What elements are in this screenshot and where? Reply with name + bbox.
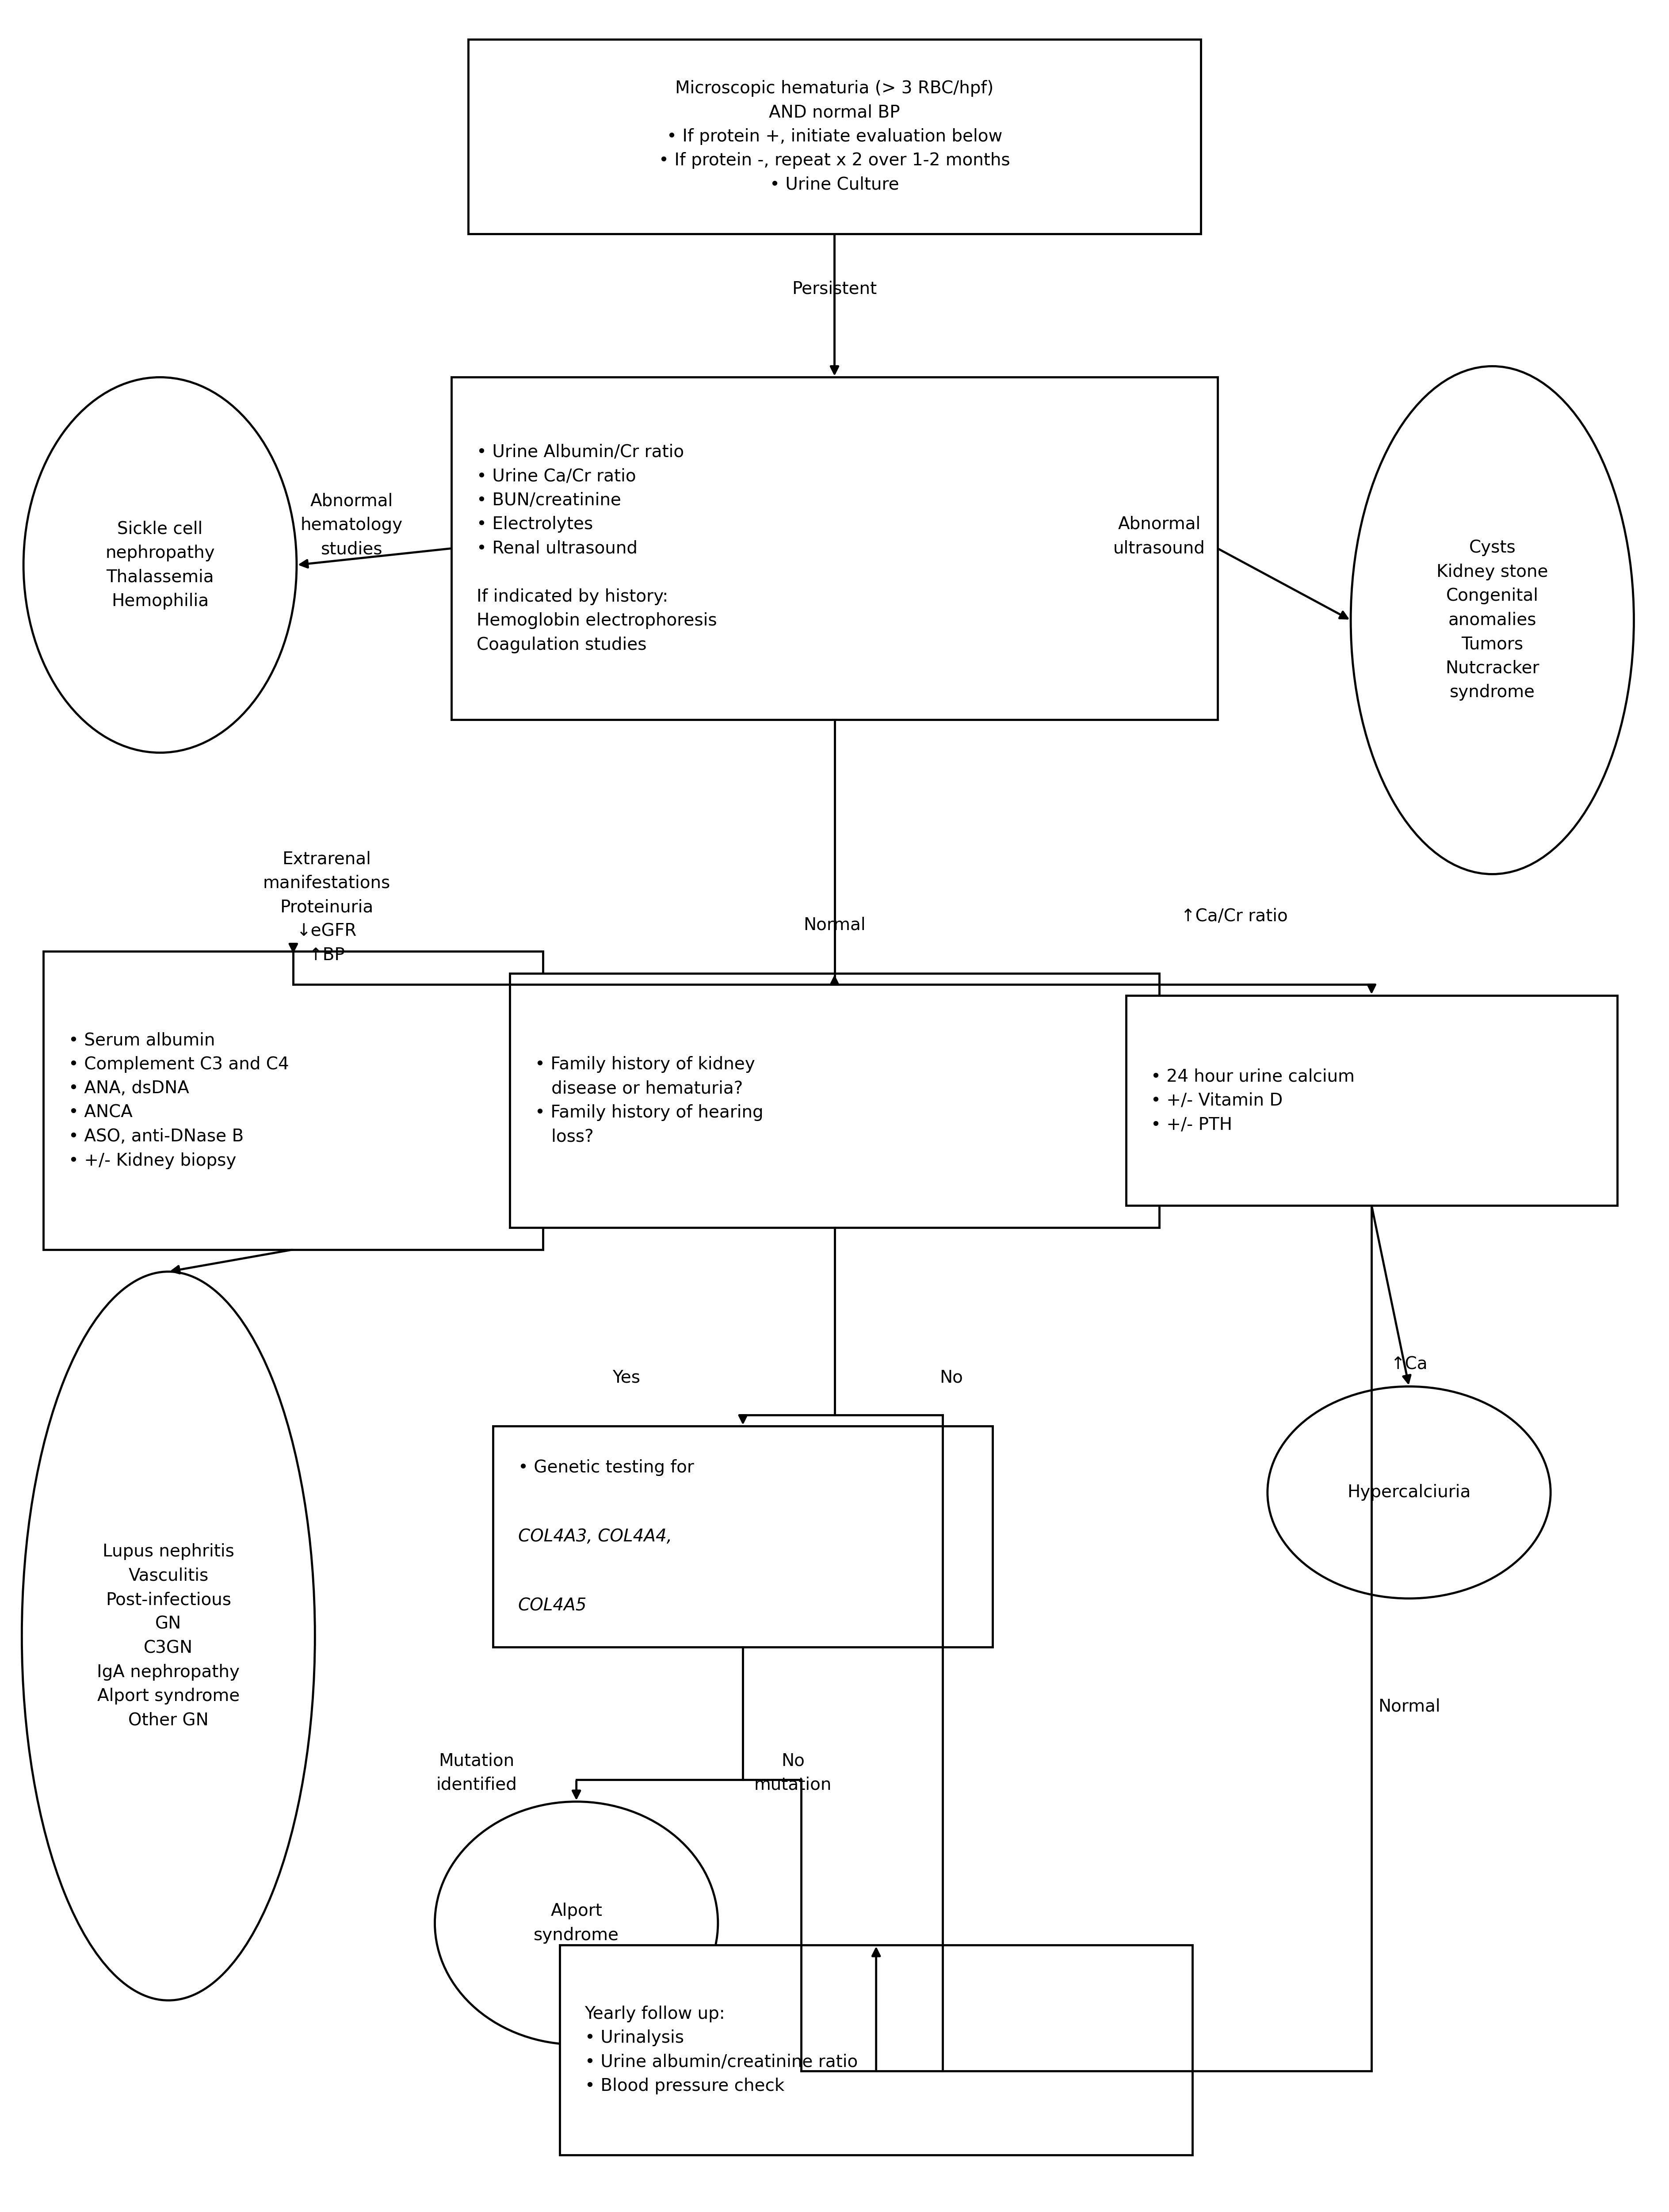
Ellipse shape	[436, 1801, 718, 2044]
FancyBboxPatch shape	[1127, 995, 1617, 1206]
Text: COL4A5: COL4A5	[517, 1597, 587, 1615]
Text: Sickle cell
nephropathy
Thalassemia
Hemophilia: Sickle cell nephropathy Thalassemia Hemo…	[105, 520, 215, 611]
Text: Abnormal
ultrasound: Abnormal ultrasound	[1113, 515, 1205, 557]
Text: • 24 hour urine calcium
• +/- Vitamin D
• +/- PTH: • 24 hour urine calcium • +/- Vitamin D …	[1152, 1068, 1355, 1133]
Text: Extrarenal
manifestations
Proteinuria
↓eGFR
↑BP: Extrarenal manifestations Proteinuria ↓e…	[262, 852, 391, 964]
Text: ↑Ca/Cr ratio: ↑Ca/Cr ratio	[1180, 907, 1287, 925]
FancyBboxPatch shape	[452, 378, 1217, 719]
Ellipse shape	[1350, 367, 1634, 874]
Ellipse shape	[22, 1272, 315, 2000]
Text: • Family history of kidney
   disease or hematuria?
• Family history of hearing
: • Family history of kidney disease or he…	[534, 1055, 763, 1146]
Text: Microscopic hematuria (> 3 RBC/hpf)
AND normal BP
• If protein +, initiate evalu: Microscopic hematuria (> 3 RBC/hpf) AND …	[659, 80, 1010, 192]
Text: Yes: Yes	[613, 1369, 641, 1387]
Text: Persistent: Persistent	[793, 281, 876, 296]
Text: Normal: Normal	[1379, 1699, 1440, 1714]
Text: Hypercalciuria: Hypercalciuria	[1347, 1484, 1470, 1502]
Text: Mutation
identified: Mutation identified	[436, 1752, 517, 1794]
FancyBboxPatch shape	[509, 973, 1160, 1228]
Text: • Serum albumin
• Complement C3 and C4
• ANA, dsDNA
• ANCA
• ASO, anti-DNase B
•: • Serum albumin • Complement C3 and C4 •…	[68, 1031, 289, 1170]
Text: Lupus nephritis
Vasculitis
Post-infectious
GN
C3GN
IgA nephropathy
Alport syndro: Lupus nephritis Vasculitis Post-infectio…	[97, 1544, 240, 1730]
Text: COL4A3, COL4A4,: COL4A3, COL4A4,	[517, 1528, 673, 1544]
Text: Alport
syndrome: Alport syndrome	[534, 1902, 619, 1944]
Text: Cysts
Kidney stone
Congenital
anomalies
Tumors
Nutcracker
syndrome: Cysts Kidney stone Congenital anomalies …	[1437, 540, 1549, 701]
FancyBboxPatch shape	[559, 1944, 1193, 2154]
Ellipse shape	[23, 378, 297, 752]
Text: No
mutation: No mutation	[754, 1752, 831, 1794]
Ellipse shape	[1267, 1387, 1551, 1599]
FancyBboxPatch shape	[467, 40, 1202, 234]
Text: Normal: Normal	[803, 916, 866, 933]
Text: ↑Ca: ↑Ca	[1390, 1356, 1427, 1374]
Text: No: No	[940, 1369, 963, 1387]
Text: • Genetic testing for: • Genetic testing for	[517, 1460, 694, 1475]
FancyBboxPatch shape	[43, 951, 542, 1250]
Text: • Urine Albumin/Cr ratio
• Urine Ca/Cr ratio
• BUN/creatinine
• Electrolytes
• R: • Urine Albumin/Cr ratio • Urine Ca/Cr r…	[476, 445, 716, 653]
Text: Yearly follow up:
• Urinalysis
• Urine albumin/creatinine ratio
• Blood pressure: Yearly follow up: • Urinalysis • Urine a…	[584, 2006, 858, 2095]
FancyBboxPatch shape	[492, 1427, 993, 1648]
Text: Abnormal
hematology
studies: Abnormal hematology studies	[300, 493, 402, 557]
